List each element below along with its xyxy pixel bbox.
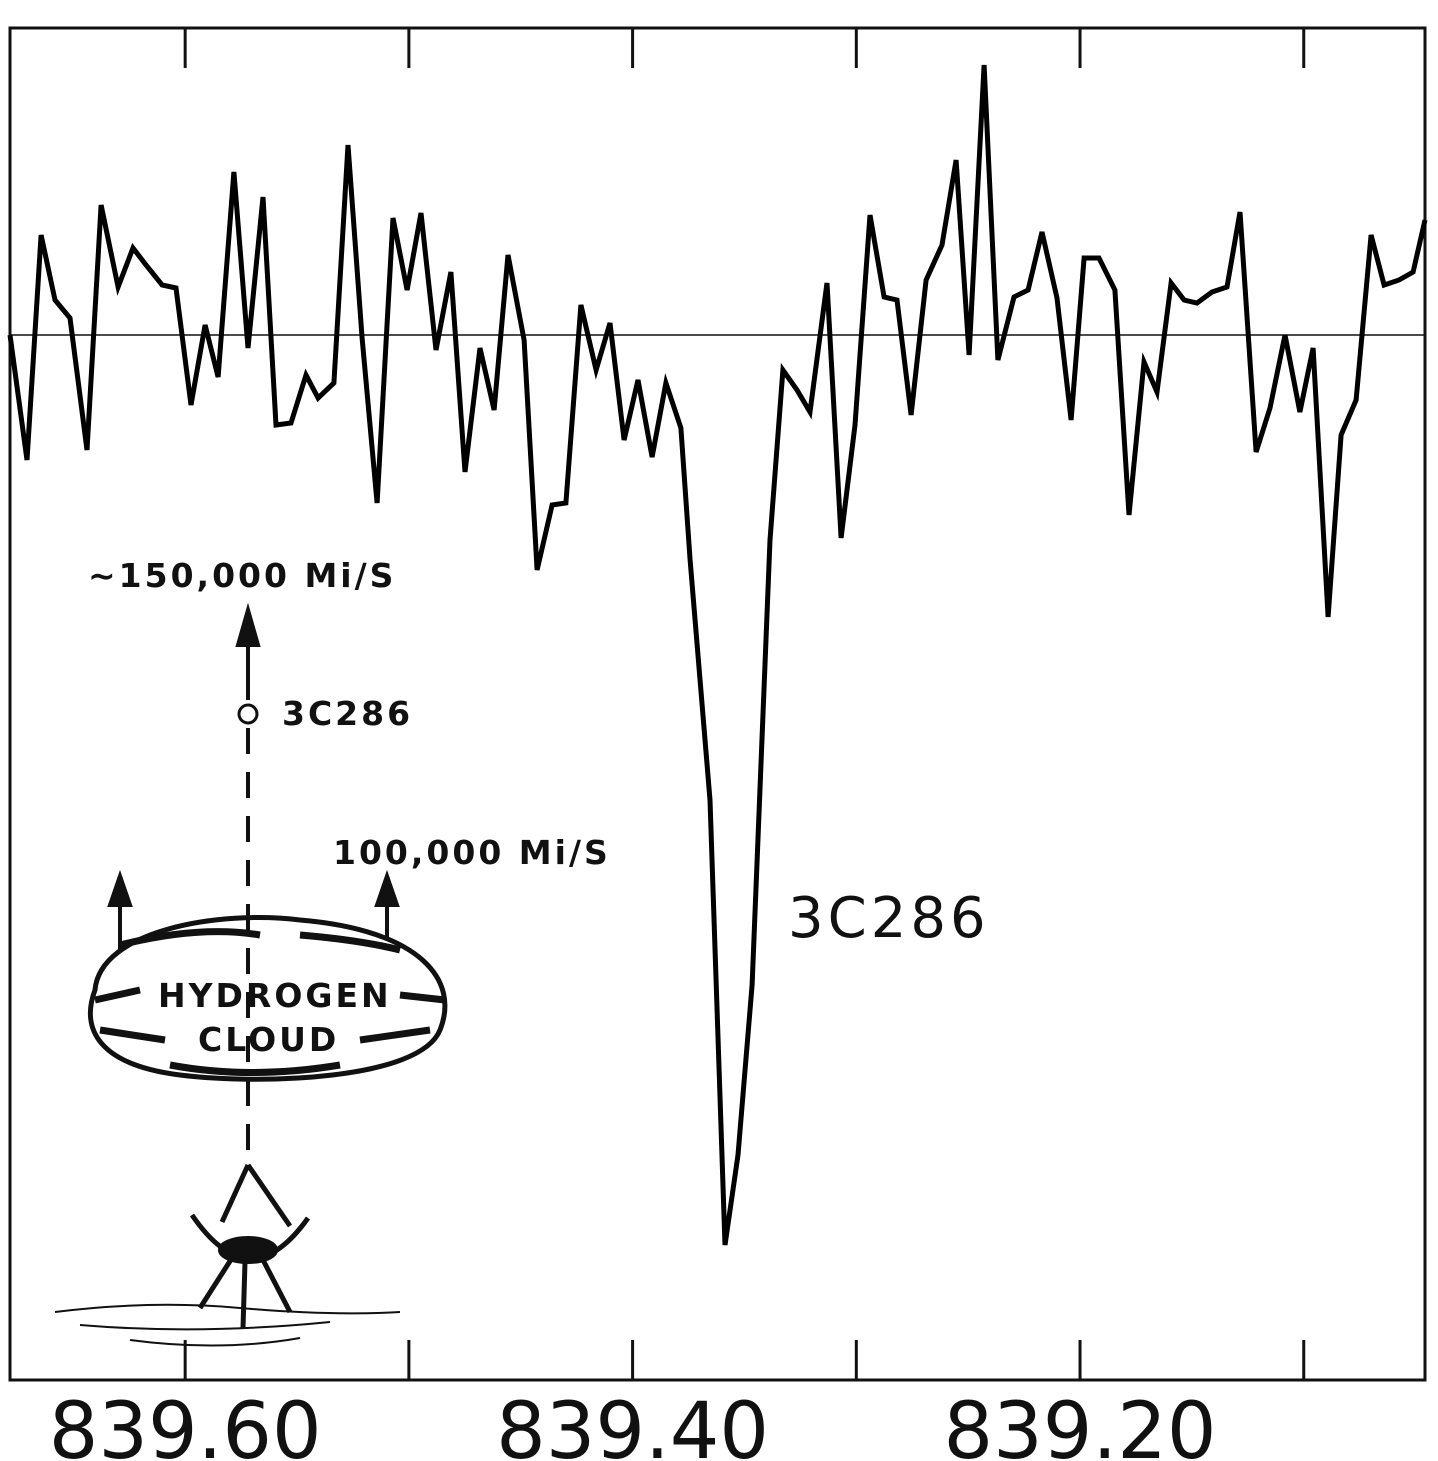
annotation: 100,000 Mi/S	[333, 833, 611, 872]
annotation: HYDROGEN	[158, 976, 392, 1015]
spectrum-line	[7, 64, 1428, 1246]
x-tick-label: 839.20	[944, 1387, 1217, 1461]
annotation: ∼150,000 Mi/S	[88, 556, 396, 595]
x-tick-label: 839.60	[49, 1387, 322, 1461]
line-label: 3C286	[788, 886, 990, 951]
annotation: 3C286	[282, 694, 413, 733]
illustration	[54, 602, 448, 1347]
annotation: CLOUD	[198, 1020, 339, 1059]
x-tick-label: 839.40	[496, 1387, 769, 1461]
plot-frame	[8, 26, 1427, 1382]
